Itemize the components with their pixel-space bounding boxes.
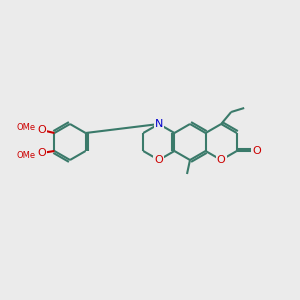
Text: N: N xyxy=(154,119,163,129)
Text: O: O xyxy=(37,148,46,158)
Text: O: O xyxy=(217,155,226,165)
Text: O: O xyxy=(154,155,163,165)
Text: OMe: OMe xyxy=(17,124,36,133)
Text: OMe: OMe xyxy=(17,151,36,160)
Text: O: O xyxy=(252,146,261,156)
Text: O: O xyxy=(37,125,46,135)
